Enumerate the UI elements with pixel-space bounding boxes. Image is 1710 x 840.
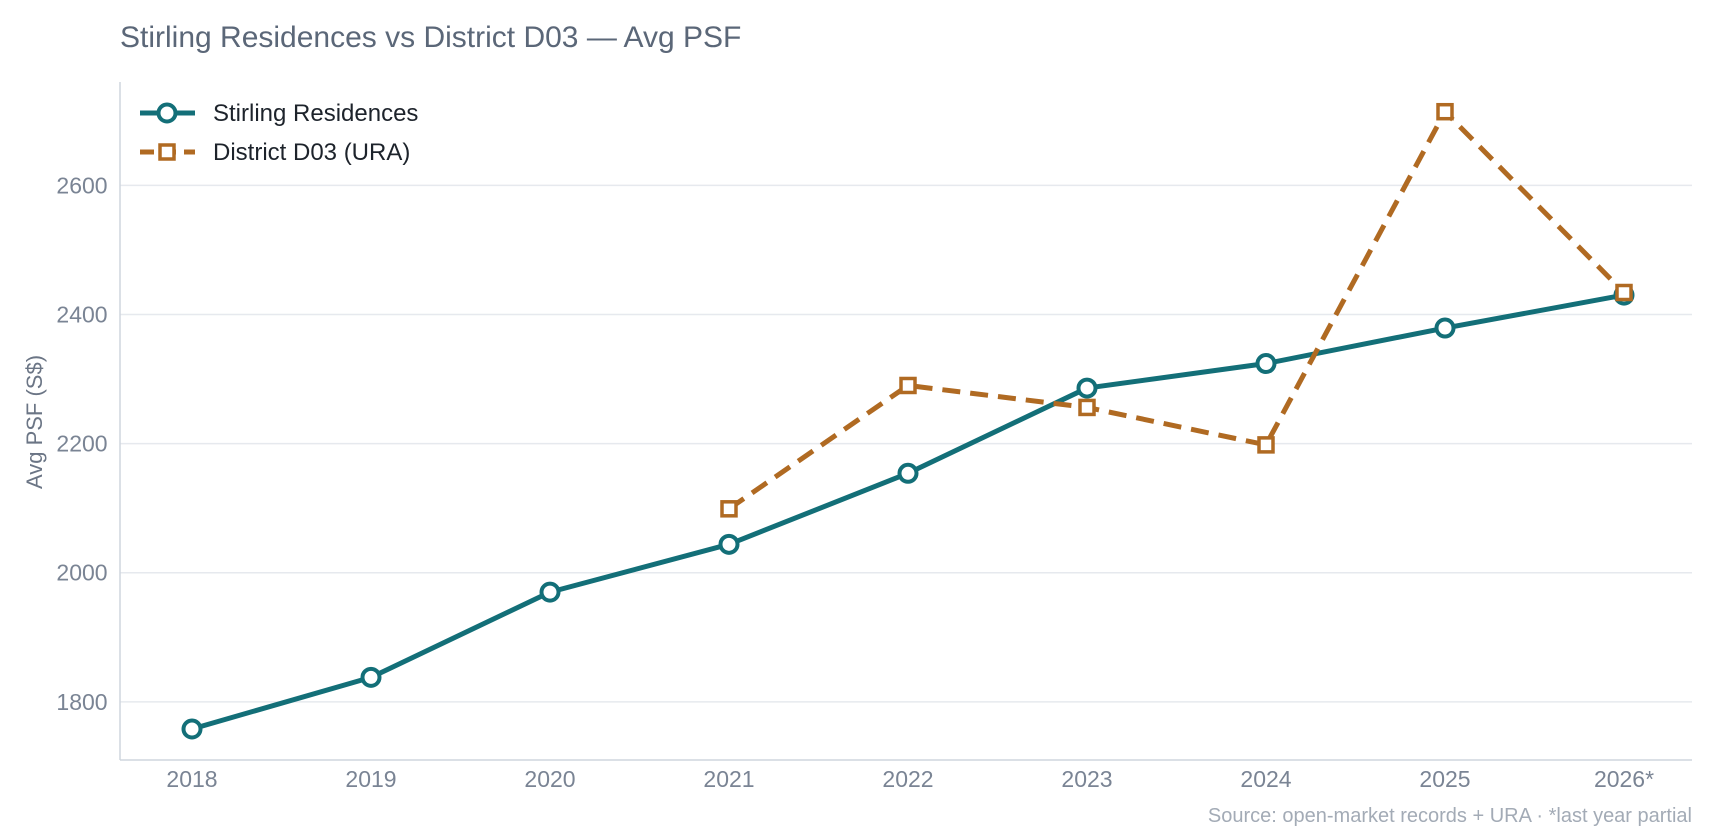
y-tick-labels: 1800 2000 2200 2400 2600 xyxy=(56,172,107,715)
x-tick-label: 2023 xyxy=(1061,766,1112,792)
data-point xyxy=(1257,436,1275,454)
data-point xyxy=(899,376,917,395)
x-tick-label: 2019 xyxy=(345,766,396,792)
legend-label: District D03 (URA) xyxy=(213,139,410,166)
series-layer xyxy=(181,102,1635,740)
y-tick-label: 1800 xyxy=(56,689,107,715)
x-tick-label: 2021 xyxy=(703,766,754,792)
legend: Stirling Residences District D03 (URA) xyxy=(140,100,418,166)
series-stirling-residences xyxy=(181,284,1635,740)
data-point xyxy=(539,581,561,603)
y-tick-label: 2600 xyxy=(56,172,107,198)
legend-marker xyxy=(158,143,176,161)
data-point xyxy=(897,462,919,484)
data-point xyxy=(1436,102,1454,121)
legend-label: Stirling Residences xyxy=(213,100,418,127)
data-point xyxy=(720,500,738,518)
legend-marker xyxy=(156,102,178,124)
legend-item: District D03 (URA) xyxy=(140,139,410,166)
data-point xyxy=(1076,377,1098,399)
data-point xyxy=(360,666,382,688)
y-tick-label: 2000 xyxy=(56,560,107,586)
axes xyxy=(119,82,1692,761)
x-tick-label: 2020 xyxy=(524,766,575,792)
x-tick-labels: 2018 2019 2020 2021 2022 2023 2024 2025 2026* xyxy=(166,766,1654,792)
x-tick-label: 2024 xyxy=(1240,766,1291,792)
data-point xyxy=(181,718,203,740)
series-line xyxy=(727,109,1626,511)
legend-item: Stirling Residences xyxy=(140,100,418,127)
x-tick-label: 2018 xyxy=(166,766,217,792)
data-point xyxy=(718,533,740,555)
data-point xyxy=(1434,317,1456,339)
data-point xyxy=(1615,283,1633,302)
y-tick-label: 2400 xyxy=(56,301,107,327)
y-axis-label: Avg PSF (S$) xyxy=(22,355,47,489)
series-line xyxy=(191,292,1625,732)
y-tick-label: 2200 xyxy=(56,431,107,457)
series-district-d03 xyxy=(720,102,1633,518)
source-note: Source: open-market records + URA · *las… xyxy=(1208,805,1692,827)
data-point xyxy=(1255,353,1277,375)
x-tick-label: 2025 xyxy=(1419,766,1470,792)
x-tick-label: 2022 xyxy=(882,766,933,792)
chart-title: Stirling Residences vs District D03 — Av… xyxy=(120,21,741,54)
x-tick-label: 2026* xyxy=(1594,766,1654,792)
data-point xyxy=(1078,398,1096,417)
grid-lines xyxy=(120,184,1692,703)
